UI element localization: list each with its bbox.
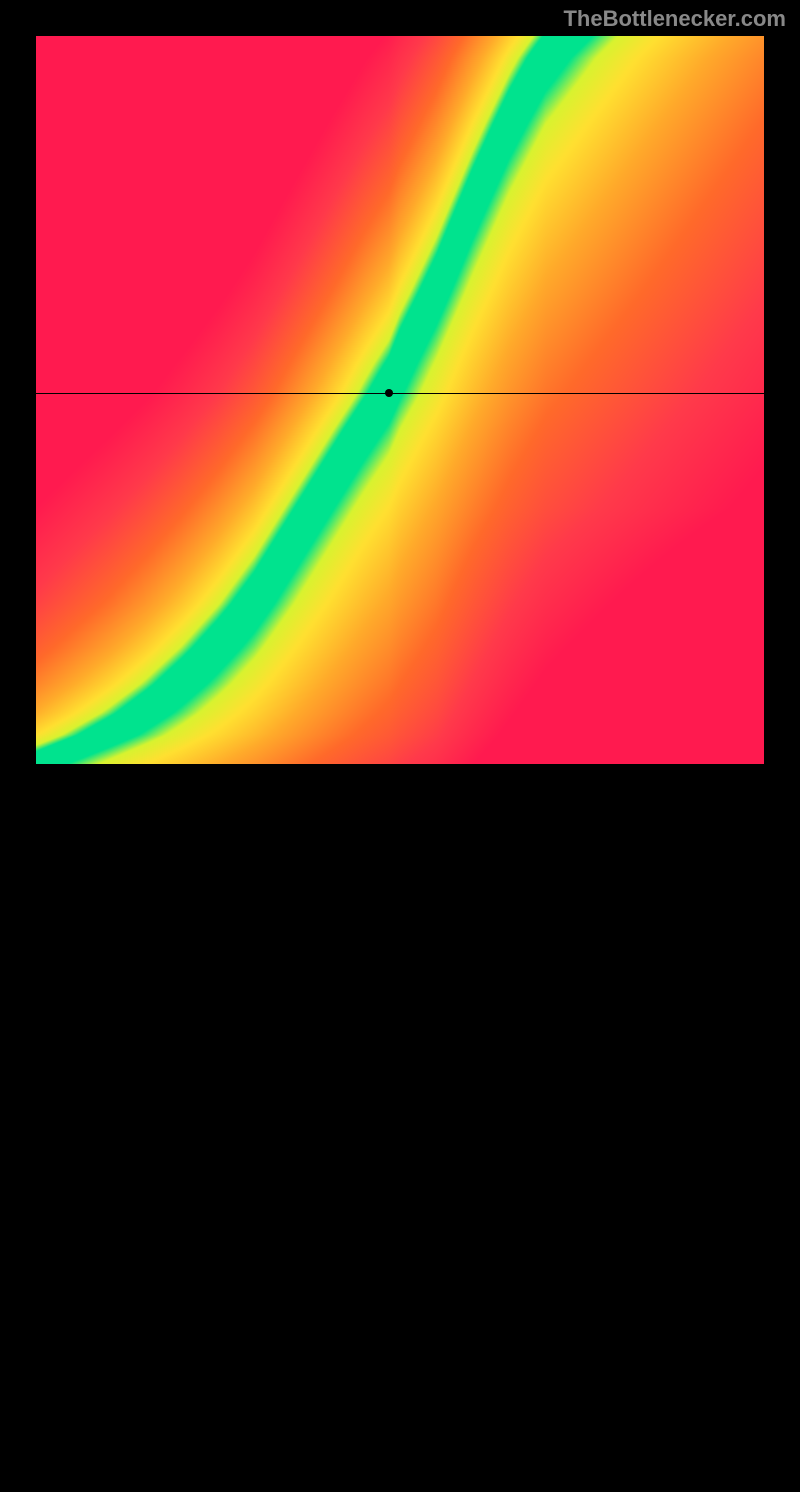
crosshair-horizontal — [36, 393, 764, 394]
crosshair-vertical — [389, 764, 390, 1492]
watermark: TheBottlenecker.com — [563, 6, 786, 32]
plot-area — [36, 36, 764, 764]
crosshair-marker — [385, 389, 393, 397]
heatmap-canvas — [36, 36, 764, 764]
